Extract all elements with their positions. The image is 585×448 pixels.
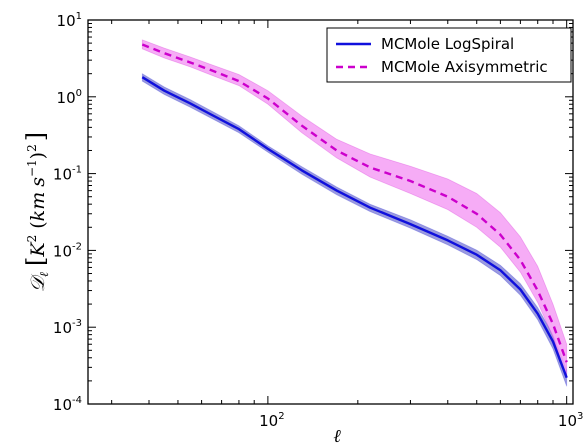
y-tick-label: 10-1 — [53, 165, 82, 184]
y-axis-label: 𝒟ℓ[K2(kms−1)2] — [22, 132, 51, 292]
x-tick-label: 103 — [558, 411, 583, 430]
ylabel-sub: ℓ — [37, 272, 51, 277]
series-lines — [141, 43, 568, 379]
band-axisymmetric — [141, 39, 568, 378]
plot-frame — [87, 19, 574, 405]
ylabel-bracket-open: [ — [22, 257, 50, 266]
x-tick-label: 102 — [259, 411, 284, 430]
confidence-bands — [141, 39, 568, 387]
ylabel-s: s — [27, 177, 49, 187]
ylabel-s-exp: −1 — [25, 159, 39, 177]
y-tick-label: 10-2 — [53, 241, 82, 260]
legend-label-logspiral: MCMole LogSpiral — [381, 35, 514, 53]
band-logspiral — [141, 72, 568, 387]
y-tick-label: 101 — [57, 11, 82, 30]
ylabel-bracket-close: ] — [22, 132, 50, 141]
ylabel-paren-close: ) — [27, 152, 49, 159]
ylabel-paren-exp: 2 — [25, 144, 39, 152]
axis-tick-labels: 102 103 10-4 10-3 10-2 10-1 100 101 — [53, 11, 583, 430]
ylabel-k: K — [27, 241, 49, 258]
line-axisymmetric — [141, 43, 568, 363]
svg-text:𝒟ℓ[K2(kms−1)2]: 𝒟ℓ[K2(kms−1)2] — [22, 132, 51, 292]
ylabel-km: km — [27, 192, 49, 222]
line-logspiral — [141, 76, 568, 379]
y-tick-label: 100 — [57, 88, 82, 107]
legend: MCMole LogSpiral MCMole Axisymmetric — [326, 27, 572, 83]
y-tick-label: 10-3 — [53, 318, 82, 337]
ylabel-d: 𝒟 — [27, 273, 49, 292]
y-tick-label: 10-4 — [53, 395, 82, 414]
x-axis-label: ℓ — [333, 426, 341, 447]
ylabel-k-exp: 2 — [25, 235, 39, 243]
legend-label-axisymmetric: MCMole Axisymmetric — [381, 58, 548, 76]
ylabel-paren-open: ( — [27, 221, 49, 228]
legend-box — [326, 27, 572, 83]
